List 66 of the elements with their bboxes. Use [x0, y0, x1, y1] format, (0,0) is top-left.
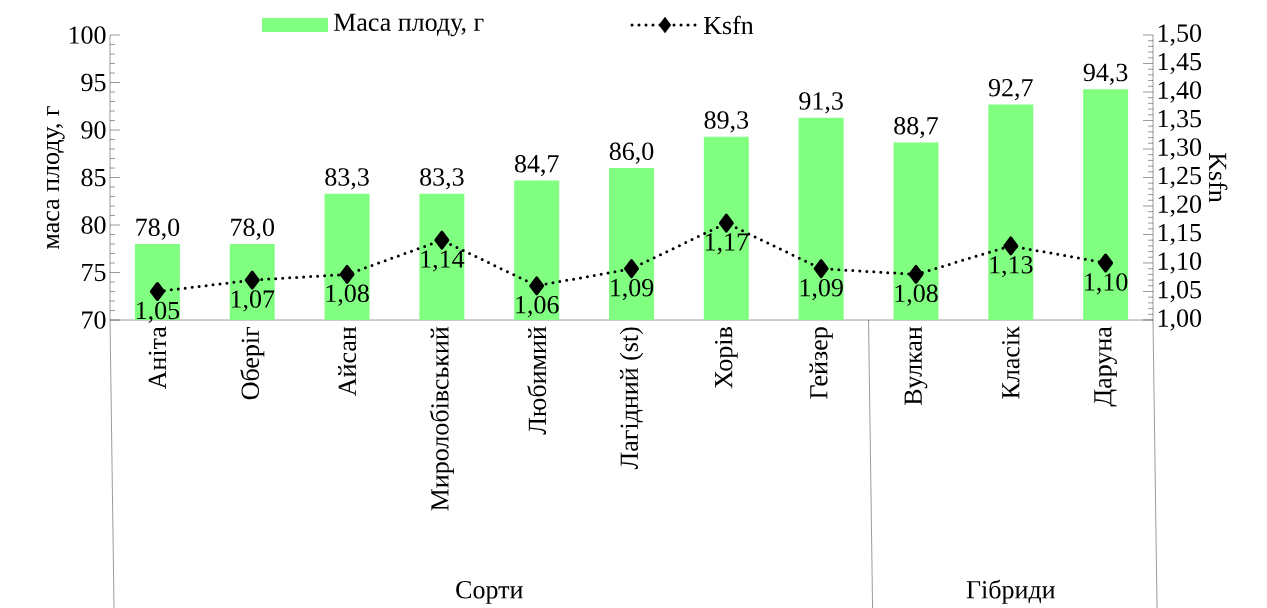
y-tick-label: 95 [81, 73, 106, 92]
x-tick-label: Вулкан [904, 326, 928, 405]
y2-tick-label: 1,20 [1158, 195, 1202, 217]
data-label: 1,09 [800, 278, 843, 301]
data-label: 83,3 [325, 168, 369, 190]
text: Сорти [456, 581, 523, 604]
data-label: 1,09 [611, 278, 654, 301]
y-tick-label: 75 [82, 263, 106, 282]
y2-tick-label: 1,50 [1158, 24, 1202, 46]
data-label: 84,7 [514, 154, 559, 177]
point [434, 230, 450, 250]
x-tick-label: Даруна [1094, 326, 1117, 407]
x-tick-label: Айсан [338, 326, 357, 396]
data-label: 1,10 [1085, 273, 1128, 295]
y-tick-label: 80 [81, 216, 106, 234]
x-tick-label: Лагідний (st) [619, 327, 644, 470]
x-tick-label: Миролобівський [429, 326, 454, 511]
data-label: 83,3 [420, 168, 464, 190]
y-tick-label: 85 [81, 168, 106, 187]
x-tick-label: Аніта [148, 326, 167, 390]
y2-tick-label: 1,30 [1158, 138, 1202, 160]
legend-label: Ksfn [703, 15, 754, 35]
y2-tick-label: 1,10 [1158, 252, 1202, 274]
y-tick-label: 100 [69, 26, 106, 44]
y2-tick-label: 1,40 [1158, 81, 1202, 103]
x-tick-label: Класік [1002, 326, 1020, 399]
legend-label: Маса плоду, г [333, 13, 484, 37]
point [718, 213, 734, 233]
data-label: 94,3 [1083, 63, 1128, 85]
point [339, 264, 355, 284]
y-tick-label: 90 [81, 121, 106, 139]
data-label: 78,0 [136, 218, 180, 240]
y2-tick-label: 1,45 [1158, 52, 1202, 75]
point [908, 264, 924, 284]
y2-tick-label: 1,35 [1158, 109, 1202, 132]
y2-axis-title: Ksfn [1208, 152, 1228, 203]
data-label: 1,08 [895, 284, 938, 306]
y-tick-label: 70 [82, 311, 106, 329]
data-label: 78,0 [231, 218, 274, 240]
data-label: 1,13 [990, 256, 1033, 278]
x-tick-label: Гейзер [809, 327, 833, 399]
data-label: 1,17 [705, 233, 749, 255]
y2-tick-label: 1,05 [1158, 280, 1202, 303]
y2-tick-label: 1,15 [1158, 223, 1202, 246]
point [1003, 236, 1019, 256]
data-label: 1,06 [516, 295, 559, 318]
data-label: 88,7 [894, 116, 938, 139]
y2-tick-label: 1,25 [1158, 166, 1202, 189]
data-label: 91,3 [799, 92, 843, 114]
y-axis-title: маса плоду, г [46, 106, 65, 250]
data-label: 1,08 [326, 284, 369, 306]
data-label: 1,07 [231, 290, 275, 312]
x-tick-label: Любимий [527, 326, 547, 435]
point [529, 276, 545, 296]
point [813, 259, 829, 279]
point [1098, 253, 1114, 273]
text: Гібриди [966, 579, 1055, 604]
x-tick-label: Оберіг [240, 326, 265, 400]
data-label: 92,7 [988, 78, 1033, 101]
data-label: 1,05 [136, 301, 180, 323]
y2-tick-label: 1,00 [1158, 309, 1202, 331]
point [624, 259, 640, 279]
data-label: 86,0 [609, 142, 654, 164]
x-tick-label: Хорів [714, 327, 738, 389]
data-label: 89,3 [704, 111, 749, 133]
data-label: 1,14 [421, 250, 465, 272]
